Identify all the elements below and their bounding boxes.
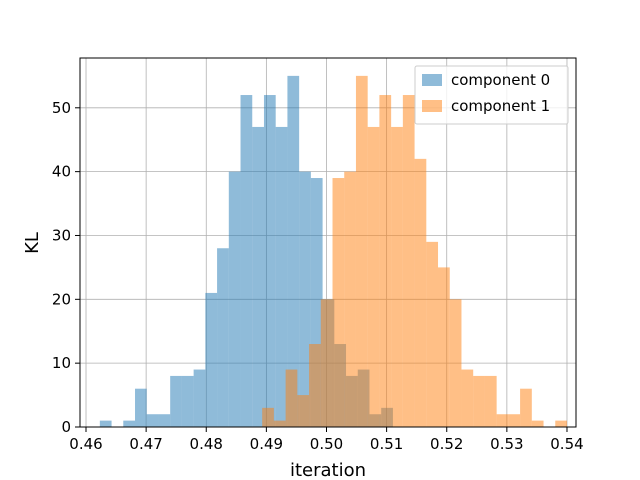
histogram-bar xyxy=(367,126,380,428)
x-axis-label: iteration xyxy=(290,460,366,480)
y-tick-label: 30 xyxy=(52,226,71,244)
histogram-bar xyxy=(520,388,532,427)
histogram-bar xyxy=(309,344,321,427)
histogram-bar xyxy=(426,241,439,427)
histogram-bar xyxy=(402,95,415,427)
histogram-bar xyxy=(438,267,450,427)
legend-label: component 0 xyxy=(451,71,550,89)
x-tick-label: 0.50 xyxy=(310,435,343,453)
histogram-bar xyxy=(332,178,345,427)
x-axis-ticks: 0.46 0.47 0.48 0.49 0.50 0.51 0.52 0.53 0.54 xyxy=(69,427,584,453)
x-tick-label: 0.51 xyxy=(370,435,403,453)
histogram-bar xyxy=(508,414,521,427)
x-tick-label: 0.48 xyxy=(190,435,223,453)
histogram-bar xyxy=(146,414,159,427)
histogram-bar xyxy=(252,126,264,428)
y-axis-ticks: 0 10 20 30 40 50 xyxy=(52,99,80,436)
legend-label: component 1 xyxy=(451,97,550,115)
histogram-bar xyxy=(473,375,485,427)
y-axis-label: KL xyxy=(22,232,43,254)
histogram-bar xyxy=(262,407,274,427)
histogram-bar xyxy=(297,395,310,427)
x-tick-label: 0.49 xyxy=(250,435,283,453)
histogram-bar xyxy=(310,178,323,427)
histogram-bar xyxy=(449,299,462,427)
histogram-bar xyxy=(379,95,392,427)
histogram-bar xyxy=(228,171,241,427)
histogram-bar xyxy=(461,369,474,427)
histogram-bar xyxy=(170,375,182,427)
histogram-bar xyxy=(217,248,229,427)
legend-swatch xyxy=(422,74,442,86)
histogram-bar xyxy=(285,369,298,427)
histogram-bar xyxy=(531,420,544,427)
legend: component 0 component 1 xyxy=(414,65,569,125)
plot-frame xyxy=(79,57,577,428)
histogram-bar xyxy=(484,375,497,427)
histogram-bar xyxy=(240,95,253,427)
histogram-bar xyxy=(391,126,403,428)
histogram-bar xyxy=(123,420,136,427)
x-tick-label: 0.53 xyxy=(490,435,523,453)
x-tick-label: 0.54 xyxy=(550,435,583,453)
histogram-bar xyxy=(320,299,333,427)
histogram-bar xyxy=(299,171,311,427)
histogram-bar xyxy=(555,420,567,427)
legend-box xyxy=(414,65,569,125)
y-tick-label: 20 xyxy=(52,290,71,308)
histogram-bar xyxy=(355,75,368,428)
histogram-bar xyxy=(99,420,112,427)
histogram-bar xyxy=(275,126,288,428)
series-1-bars xyxy=(262,75,567,428)
histogram-bar xyxy=(193,369,206,427)
x-tick-label: 0.46 xyxy=(69,435,102,453)
histogram-bar xyxy=(414,158,427,427)
histogram-bar xyxy=(158,414,171,427)
y-tick-label: 40 xyxy=(52,163,71,181)
x-tick-label: 0.52 xyxy=(430,435,463,453)
histogram-bar xyxy=(263,95,276,427)
histogram-bar xyxy=(273,420,286,427)
histogram-bar xyxy=(287,75,300,428)
histogram-bar xyxy=(135,388,147,427)
legend-swatch xyxy=(422,100,442,112)
histogram-bar xyxy=(344,171,356,427)
histogram-bar xyxy=(205,292,218,427)
histogram-bars xyxy=(99,75,567,428)
x-tick-label: 0.47 xyxy=(129,435,162,453)
histogram-bar xyxy=(496,414,509,427)
y-tick-label: 0 xyxy=(61,418,71,436)
y-tick-label: 10 xyxy=(52,354,71,372)
y-tick-label: 50 xyxy=(52,99,71,117)
histogram-bar xyxy=(181,375,194,427)
